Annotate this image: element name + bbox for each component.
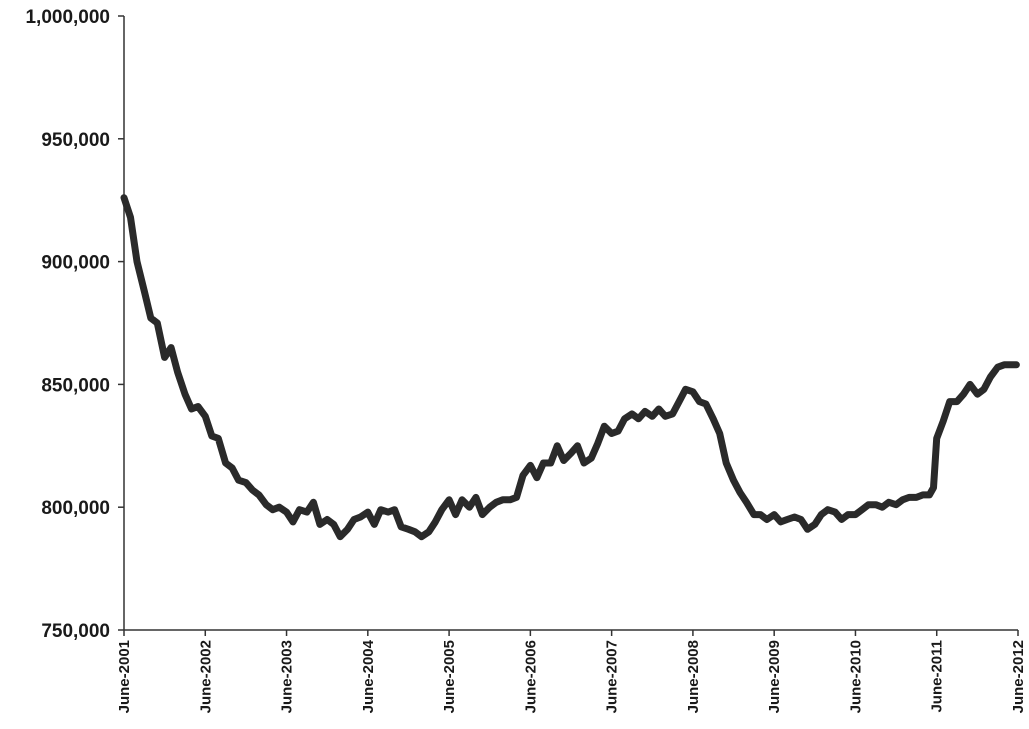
x-tick-label: June-2008 [685,640,702,713]
x-tick-label: June-2001 [116,640,133,713]
x-tick-label: June-2010 [847,640,864,713]
y-tick-label: 750,000 [41,621,110,642]
x-tick-label: June-2011 [929,640,946,713]
y-tick-label: 950,000 [41,130,110,151]
y-tick-label: 900,000 [41,253,110,274]
x-tick-label: June-2002 [197,640,214,713]
x-tick-label: June-2003 [279,640,296,713]
x-ticks: June-2001 June-2002 June-2003 June-2004 June… [116,630,1027,713]
x-tick-label: June-2007 [604,640,621,713]
x-tick-label: June-2012 [1010,640,1027,713]
series-line [120,194,1020,541]
y-tick-label: 850,000 [41,375,110,396]
y-tick-label: 800,000 [41,498,110,519]
y-tick-label: 1,000,000 [25,7,110,28]
x-tick-label: June-2004 [360,639,377,713]
x-tick-label: June-2006 [522,640,539,713]
y-ticks: 750,000 800,000 850,000 900,000 950,000 1,000… [25,7,124,642]
x-tick-label: June-2009 [766,640,783,713]
x-tick-label: June-2005 [441,640,458,713]
